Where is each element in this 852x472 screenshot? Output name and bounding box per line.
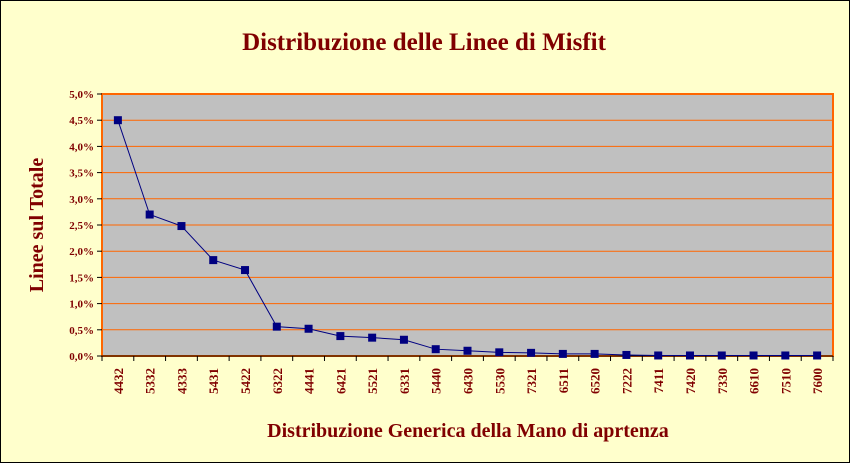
x-tick-label: 6610 — [747, 368, 762, 394]
x-tick-label: 7420 — [683, 368, 698, 394]
y-tick-label: 3,0% — [69, 194, 94, 206]
x-tick-label: 5422 — [238, 368, 253, 394]
y-tick-label: 1,5% — [69, 272, 94, 284]
x-tick-label: 6511 — [556, 368, 571, 393]
data-point-marker — [685, 351, 694, 360]
data-point-marker — [113, 116, 122, 125]
data-point-marker — [304, 324, 313, 333]
data-point-marker — [272, 322, 281, 331]
data-point-marker — [654, 351, 663, 360]
data-point-marker — [813, 351, 822, 360]
data-point-marker — [177, 222, 186, 231]
data-point-marker — [781, 351, 790, 360]
x-tick-label: 7222 — [619, 368, 634, 394]
data-point-marker — [145, 210, 154, 219]
x-tick-label: 7600 — [810, 368, 825, 394]
y-axis-label: Linee sul Totale — [26, 158, 48, 293]
x-tick-label: 4432 — [111, 368, 126, 394]
data-point-marker — [717, 351, 726, 360]
data-point-marker — [463, 346, 472, 355]
data-point-marker — [749, 351, 758, 360]
x-tick-label: 6322 — [270, 368, 285, 394]
data-point-marker — [527, 348, 536, 357]
x-tick-label: 6421 — [333, 368, 348, 394]
x-axis-label: Distribuzione Generica della Mano di apr… — [267, 420, 669, 442]
x-tick-label: 6520 — [588, 368, 603, 394]
data-point-marker — [495, 348, 504, 357]
x-tick-label: 7321 — [524, 368, 539, 394]
y-axis-ticks: 0,0% 0,5% 1,0% 1,5% 2,0% 2,5% 3,0% 3,5% 4,0% 4,5%… — [69, 89, 102, 363]
data-point-marker — [336, 332, 345, 341]
data-point-marker — [622, 350, 631, 359]
y-tick-label: 0,5% — [69, 325, 94, 337]
y-tick-label: 3,5% — [69, 168, 94, 180]
y-tick-label: 5,0% — [69, 89, 94, 101]
data-point-marker — [590, 349, 599, 358]
x-tick-label: 7330 — [715, 368, 730, 394]
y-tick-label: 4,0% — [69, 141, 94, 153]
y-tick-label: 1,0% — [69, 299, 94, 311]
x-tick-label: 6331 — [397, 368, 412, 394]
x-tick-label: 4441 — [302, 368, 317, 394]
x-tick-label: 7411 — [651, 368, 666, 393]
x-tick-label: 5440 — [429, 368, 444, 394]
x-tick-label: 5332 — [143, 368, 158, 394]
chart-title: Distribuzione delle Linee di Misfit — [242, 29, 607, 56]
x-tick-label: 6430 — [461, 368, 476, 394]
data-point-marker — [368, 333, 377, 342]
x-tick-label: 5431 — [206, 368, 221, 394]
x-tick-label: 5530 — [492, 368, 507, 394]
y-tick-label: 4,5% — [69, 115, 94, 127]
y-tick-label: 0,0% — [69, 351, 94, 363]
data-point-marker — [209, 256, 218, 265]
y-tick-label: 2,5% — [69, 220, 94, 232]
x-tick-label: 5521 — [365, 368, 380, 394]
data-point-marker — [431, 345, 440, 354]
gridlines — [102, 119, 833, 331]
x-tick-label: 4333 — [174, 368, 189, 395]
data-point-marker — [241, 266, 250, 275]
x-tick-label: 7510 — [778, 368, 793, 394]
data-point-marker — [558, 349, 567, 358]
series-layer — [113, 116, 822, 360]
x-axis-ticks: 4432 5332 4333 5431 5422 6322 4441 6421 5521 6331… — [101, 355, 834, 395]
y-tick-label: 2,0% — [69, 246, 94, 258]
data-point-marker — [399, 335, 408, 344]
